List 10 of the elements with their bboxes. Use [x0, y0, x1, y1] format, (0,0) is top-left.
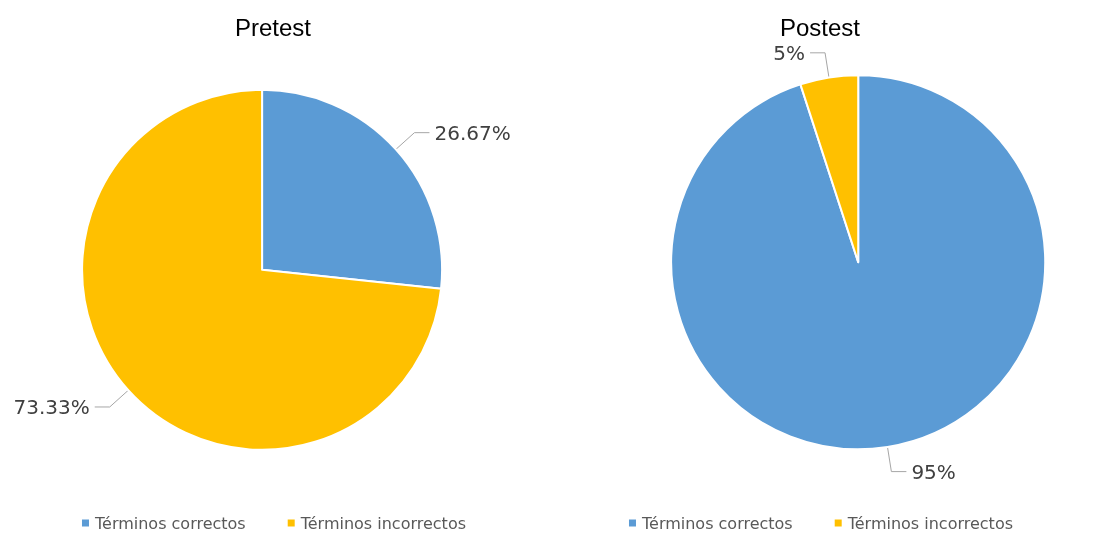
chart-title: Pretest [234, 13, 312, 41]
data-label: 95% [911, 459, 956, 484]
data-label: 73.33% [13, 394, 90, 419]
legend-label: Términos correctos [93, 513, 246, 533]
data-label: 5% [773, 40, 806, 65]
legend-label: Términos incorrectos [299, 513, 467, 533]
chart-title: Postest [779, 13, 861, 41]
data-label: 26.67% [434, 120, 511, 145]
legend-label: Términos incorrectos [846, 513, 1014, 533]
legend-label: Términos correctos [640, 513, 793, 533]
